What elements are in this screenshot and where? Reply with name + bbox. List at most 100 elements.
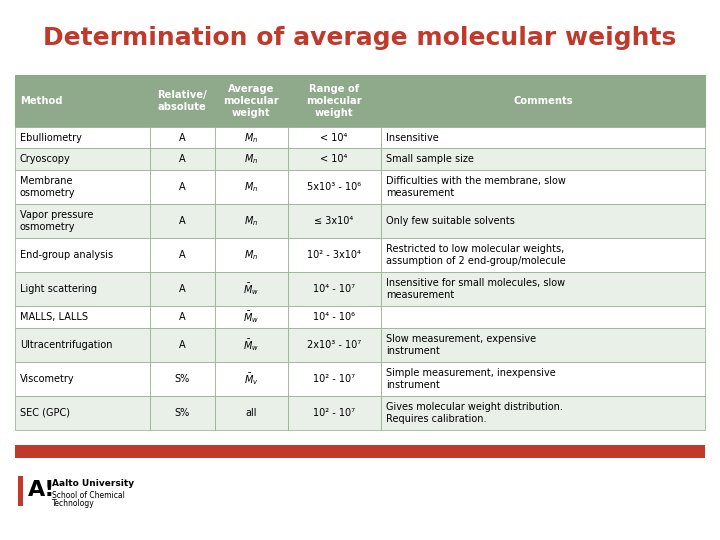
Text: < 10⁴: < 10⁴ <box>320 133 348 143</box>
Bar <box>381 148 705 170</box>
Text: 10² - 10⁷: 10² - 10⁷ <box>313 408 355 418</box>
Text: Viscometry: Viscometry <box>20 374 75 384</box>
Bar <box>15 127 150 148</box>
Bar <box>18 476 23 506</box>
Text: Technology: Technology <box>52 500 95 509</box>
Text: Difficulties with the membrane, slow
measurement: Difficulties with the membrane, slow mea… <box>386 176 566 198</box>
Text: Vapor pressure
osmometry: Vapor pressure osmometry <box>20 210 94 232</box>
Bar <box>381 272 705 306</box>
Text: 10⁴ - 10⁷: 10⁴ - 10⁷ <box>313 284 355 294</box>
Bar <box>15 204 150 238</box>
Text: A: A <box>179 284 186 294</box>
Text: S%: S% <box>175 408 190 418</box>
Bar <box>215 127 287 148</box>
Text: Insensitive for small molecules, slow
measurement: Insensitive for small molecules, slow me… <box>386 278 564 300</box>
Text: A: A <box>179 312 186 322</box>
Text: Restricted to low molecular weights,
assumption of 2 end-group/molecule: Restricted to low molecular weights, ass… <box>386 244 565 266</box>
Text: School of Chemical: School of Chemical <box>52 490 125 500</box>
Text: A: A <box>179 154 186 164</box>
Text: Cryoscopy: Cryoscopy <box>20 154 71 164</box>
Text: Ebulliometry: Ebulliometry <box>20 133 82 143</box>
Bar <box>150 328 215 362</box>
Text: $\bar{M}_w$: $\bar{M}_w$ <box>243 309 259 325</box>
Text: $M_n$: $M_n$ <box>244 131 258 145</box>
Text: Light scattering: Light scattering <box>20 284 97 294</box>
Text: Determination of average molecular weights: Determination of average molecular weigh… <box>43 26 677 50</box>
Text: Membrane
osmometry: Membrane osmometry <box>20 176 76 198</box>
Text: SEC (GPC): SEC (GPC) <box>20 408 70 418</box>
Bar <box>215 238 287 272</box>
Text: 2x10³ - 10⁷: 2x10³ - 10⁷ <box>307 340 361 349</box>
Text: A: A <box>179 216 186 226</box>
Bar <box>215 75 287 127</box>
Bar <box>15 362 150 396</box>
Bar <box>15 396 150 430</box>
Text: A!: A! <box>28 480 55 500</box>
Text: 5x10³ - 10⁶: 5x10³ - 10⁶ <box>307 182 361 192</box>
Bar <box>215 362 287 396</box>
Bar <box>15 445 705 458</box>
Text: Gives molecular weight distribution.
Requires calibration.: Gives molecular weight distribution. Req… <box>386 402 562 424</box>
Text: Method: Method <box>20 96 63 106</box>
Bar <box>150 362 215 396</box>
Text: Relative/
absolute: Relative/ absolute <box>158 90 207 112</box>
Text: End-group analysis: End-group analysis <box>20 250 113 260</box>
Text: Insensitive: Insensitive <box>386 133 438 143</box>
Bar <box>15 272 150 306</box>
Bar <box>150 148 215 170</box>
Text: Slow measurement, expensive
instrument: Slow measurement, expensive instrument <box>386 334 536 356</box>
Text: $M_n$: $M_n$ <box>244 214 258 228</box>
Bar <box>381 170 705 204</box>
Bar <box>287 362 381 396</box>
Bar <box>150 272 215 306</box>
Bar <box>150 238 215 272</box>
Text: ≤ 3x10⁴: ≤ 3x10⁴ <box>315 216 354 226</box>
Bar <box>215 328 287 362</box>
Bar <box>215 272 287 306</box>
Bar <box>381 127 705 148</box>
Bar <box>287 75 381 127</box>
Bar <box>15 238 150 272</box>
Bar <box>215 170 287 204</box>
Bar <box>287 238 381 272</box>
Bar <box>215 204 287 238</box>
Bar <box>381 328 705 362</box>
Bar <box>15 170 150 204</box>
Text: 10² - 10⁷: 10² - 10⁷ <box>313 374 355 384</box>
Bar <box>15 328 150 362</box>
Bar <box>150 127 215 148</box>
Bar <box>381 75 705 127</box>
Text: Aalto University: Aalto University <box>52 480 134 489</box>
Text: A: A <box>179 133 186 143</box>
Bar <box>15 148 150 170</box>
Text: Small sample size: Small sample size <box>386 154 474 164</box>
Bar <box>287 328 381 362</box>
Bar <box>381 238 705 272</box>
Text: A: A <box>179 182 186 192</box>
Text: A: A <box>179 250 186 260</box>
Text: MALLS, LALLS: MALLS, LALLS <box>20 312 88 322</box>
Text: $M_n$: $M_n$ <box>244 152 258 166</box>
Bar <box>150 306 215 328</box>
Bar <box>381 306 705 328</box>
Bar <box>287 170 381 204</box>
Text: Simple measurement, inexpensive
instrument: Simple measurement, inexpensive instrume… <box>386 368 555 390</box>
Bar <box>287 204 381 238</box>
Text: 10² - 3x10⁴: 10² - 3x10⁴ <box>307 250 361 260</box>
Text: $\bar{M}_v$: $\bar{M}_v$ <box>244 371 258 387</box>
Bar <box>287 396 381 430</box>
Text: A: A <box>179 340 186 349</box>
Bar <box>150 170 215 204</box>
Bar <box>150 204 215 238</box>
Text: Range of
molecular
weight: Range of molecular weight <box>306 84 362 118</box>
Text: $M_n$: $M_n$ <box>244 180 258 194</box>
Bar <box>287 306 381 328</box>
Text: S%: S% <box>175 374 190 384</box>
Bar <box>215 148 287 170</box>
Bar <box>150 75 215 127</box>
Text: Ultracentrifugation: Ultracentrifugation <box>20 340 112 349</box>
Text: 10⁴ - 10⁶: 10⁴ - 10⁶ <box>313 312 355 322</box>
Text: $\bar{M}_w$: $\bar{M}_w$ <box>243 337 259 353</box>
Bar <box>381 204 705 238</box>
Text: $\bar{M}_w$: $\bar{M}_w$ <box>243 281 259 297</box>
